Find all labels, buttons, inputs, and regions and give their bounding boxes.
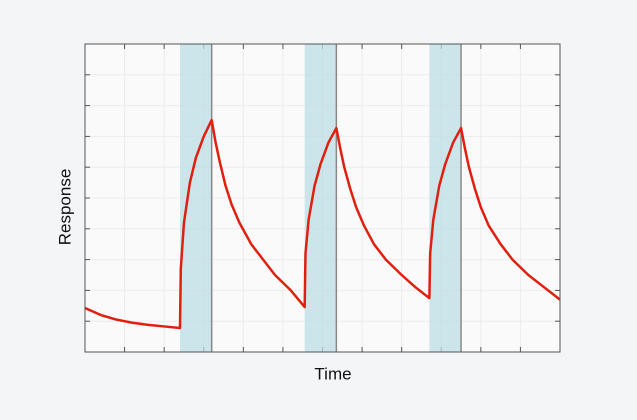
stimulus-band — [429, 44, 462, 352]
line — [84, 118, 561, 330]
y-axis-label: Response — [55, 169, 74, 246]
plot-frame — [84, 43, 561, 353]
stimulus-band — [180, 44, 212, 352]
stimulus-band — [304, 44, 337, 352]
x-axis-label: Time — [314, 364, 351, 383]
